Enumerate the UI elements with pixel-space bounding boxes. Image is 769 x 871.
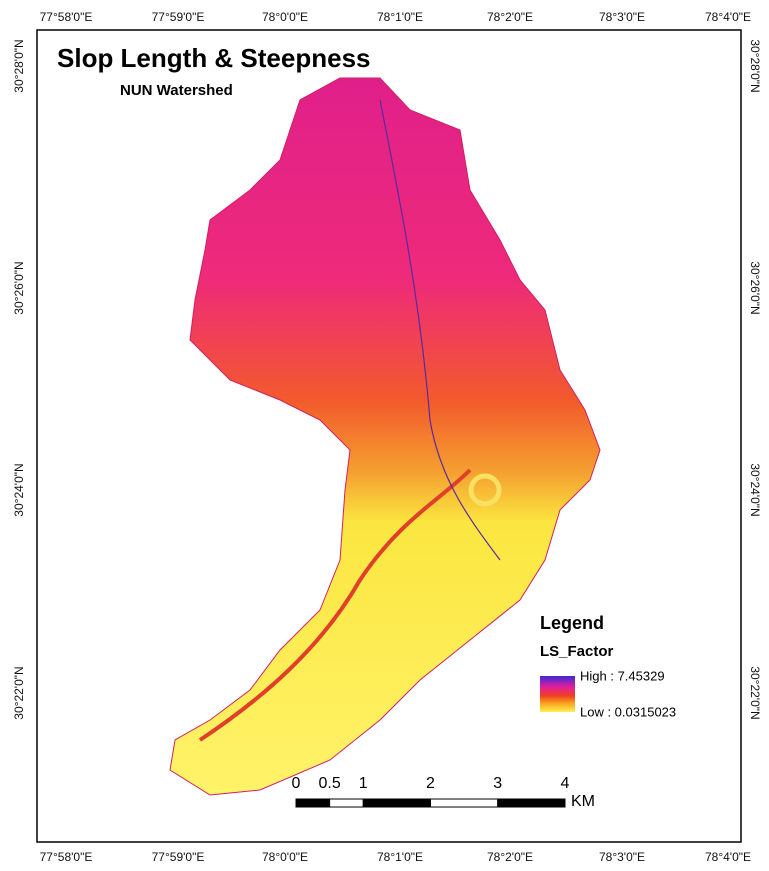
longitude-label: 78°0'0"E [262,850,308,864]
scale-label: 0 [292,775,301,792]
longitude-label: 78°4'0"E [705,850,751,864]
latitude-label: 30°26'0"N [12,261,26,314]
scale-label: 2 [426,775,435,792]
longitude-label: 78°0'0"E [262,10,308,24]
longitude-label: 78°4'0"E [705,10,751,24]
latitude-label: 30°28'0"N [12,39,26,92]
scale-segment [498,799,565,807]
latitude-label: 30°22'0"N [748,666,762,719]
legend-field: LS_Factor [540,643,614,660]
longitude-label: 78°3'0"E [599,850,645,864]
latitude-label: 30°24'0"N [12,463,26,516]
longitude-label: 77°59'0"E [152,850,205,864]
scale-segment [330,799,364,807]
legend-high: High : 7.45329 [580,668,665,683]
scale-label: 0.5 [319,775,341,792]
scale-label: 4 [561,775,570,792]
longitude-label: 78°2'0"E [487,10,533,24]
scale-segment [296,799,330,807]
latitude-label: 30°26'0"N [748,261,762,314]
latitude-label: 30°24'0"N [748,463,762,516]
longitude-label: 78°1'0"E [377,10,423,24]
longitude-label: 77°59'0"E [152,10,205,24]
latitude-label: 30°22'0"N [12,666,26,719]
scale-segment [431,799,498,807]
longitude-label: 78°2'0"E [487,850,533,864]
longitude-label: 77°58'0"E [40,10,93,24]
map-subtitle: NUN Watershed [120,82,233,99]
scale-label: 1 [359,775,368,792]
scale-label: 3 [493,775,502,792]
scale-unit: KM [571,793,595,810]
legend-ramp [540,676,575,712]
longitude-label: 78°1'0"E [377,850,423,864]
latitude-label: 30°28'0"N [748,39,762,92]
legend-title: Legend [540,613,604,633]
map-title: Slop Length & Steepness [57,43,371,73]
longitude-label: 78°3'0"E [599,10,645,24]
scale-segment [363,799,430,807]
map: Slop Length & Steepness NUN Watershed Le… [0,0,769,871]
longitude-label: 77°58'0"E [40,850,93,864]
legend-low: Low : 0.0315023 [580,704,676,719]
